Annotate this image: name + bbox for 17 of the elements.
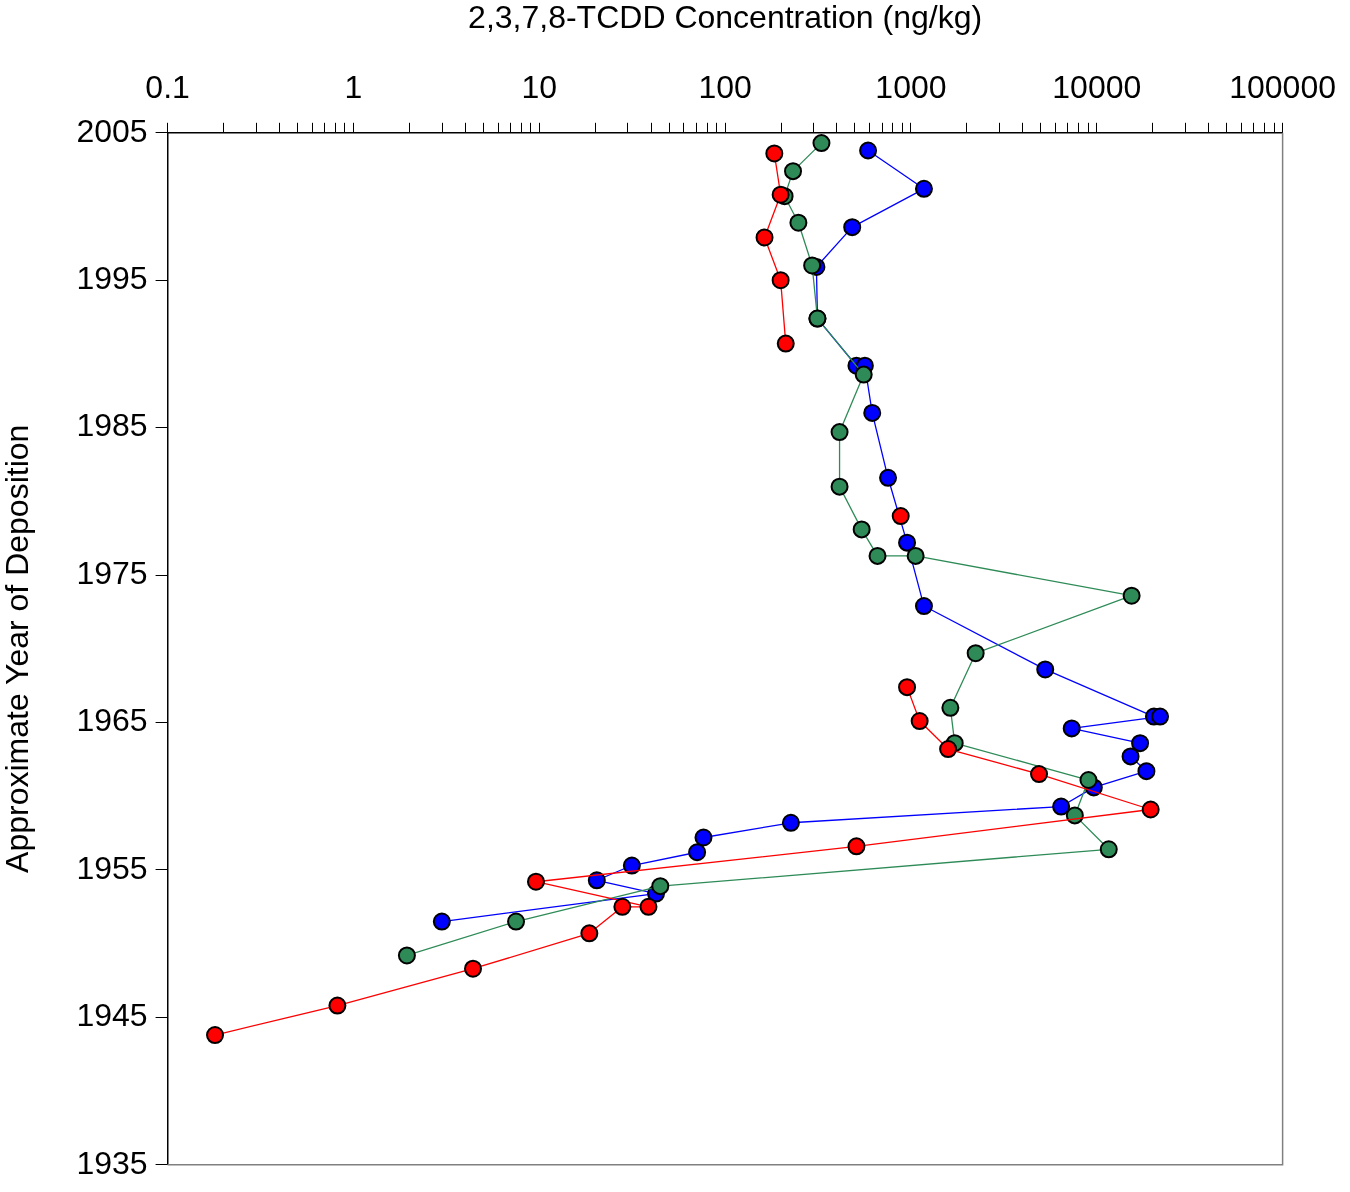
x-axis-title: 2,3,7,8-TCDD Concentration (ng/kg) [468,0,983,36]
y-tick-label: 2005 [76,112,148,149]
x-tick-label: 1000 [875,69,947,106]
x-tick-label: 100000 [1229,69,1336,106]
x-tick-label: 0.1 [145,69,190,106]
y-tick-label: 1995 [76,260,148,297]
y-tick-label: 1985 [76,407,148,444]
y-tick-label: 1975 [76,554,148,591]
y-tick-label: 1945 [76,997,148,1034]
x-tick-label: 10 [521,69,558,106]
y-axis-title: Approximate Year of Deposition [0,424,36,873]
x-tick-label: 100 [698,69,752,106]
y-tick-label: 1955 [76,849,148,886]
y-tick-label: 1935 [76,1144,148,1181]
x-tick-label: 1 [344,69,363,106]
x-tick-label: 10000 [1052,69,1142,106]
y-tick-label: 1965 [76,702,148,739]
